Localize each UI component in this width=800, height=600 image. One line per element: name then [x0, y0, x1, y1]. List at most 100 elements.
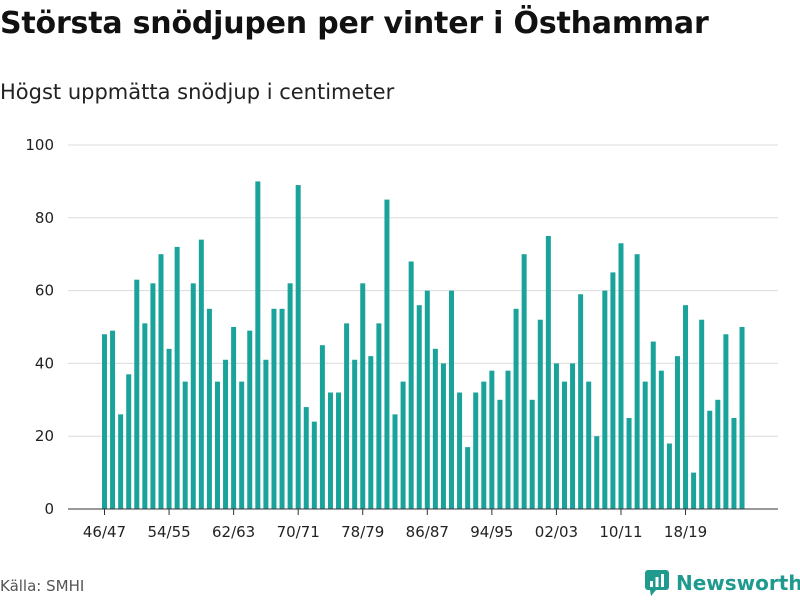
bar	[521, 254, 527, 509]
bar	[416, 305, 422, 509]
x-tick-label: 10/11	[599, 523, 642, 541]
bar	[602, 290, 608, 509]
gridlines	[68, 144, 778, 437]
bar	[352, 359, 358, 509]
bar	[110, 330, 116, 509]
bar	[336, 392, 342, 509]
newsworthy-logo-icon	[645, 570, 669, 596]
bar	[255, 181, 261, 509]
bar	[537, 319, 543, 509]
bar	[344, 323, 350, 509]
bar	[586, 381, 592, 509]
bar	[481, 381, 487, 509]
bar	[674, 356, 680, 509]
bar	[513, 308, 519, 509]
y-tick-label: 100	[25, 136, 54, 154]
bar	[465, 447, 471, 509]
bars	[102, 181, 745, 510]
source-note: Källa: SMHI	[0, 577, 85, 595]
bar	[610, 272, 616, 509]
bar	[166, 348, 172, 509]
x-tick-label: 70/71	[277, 523, 320, 541]
bar	[239, 381, 245, 509]
x-tick-label: 78/79	[341, 523, 384, 541]
bar	[118, 414, 124, 509]
x-tick-label: 62/63	[212, 523, 255, 541]
x-tick-label: 94/95	[470, 523, 513, 541]
bar	[360, 283, 366, 509]
bar	[295, 185, 301, 510]
bar	[634, 254, 640, 509]
bar	[142, 323, 148, 509]
bar	[408, 261, 414, 509]
bar	[223, 359, 229, 509]
bar	[683, 305, 689, 509]
bar	[666, 443, 672, 509]
bar	[699, 319, 705, 509]
bar	[182, 381, 188, 509]
y-tick-label: 0	[44, 500, 54, 518]
bar	[489, 370, 495, 509]
bar	[715, 399, 721, 509]
bar	[424, 290, 430, 509]
bar	[731, 418, 737, 509]
bar	[658, 370, 664, 509]
bar	[126, 374, 132, 509]
bar	[691, 472, 697, 509]
bar	[400, 381, 406, 509]
bar	[247, 330, 253, 509]
bar	[174, 246, 180, 510]
bar	[449, 290, 455, 509]
bar	[279, 308, 285, 509]
bar	[319, 345, 325, 509]
chart-title: Största snödjupen per vinter i Östhammar	[0, 6, 709, 41]
bar	[158, 254, 164, 509]
x-tick-label: 46/47	[83, 523, 126, 541]
bar	[618, 243, 624, 509]
bar	[440, 363, 446, 509]
bar	[271, 308, 277, 509]
x-tick-label: 02/03	[535, 523, 578, 541]
bar	[384, 199, 390, 509]
bar	[368, 356, 374, 509]
brand-logo: Newsworthy	[644, 569, 800, 597]
x-tick-label: 86/87	[406, 523, 449, 541]
bar	[497, 399, 503, 509]
bar	[707, 410, 713, 509]
brand-name: Newsworthy	[676, 571, 800, 595]
bar	[432, 348, 438, 509]
y-tick-label: 20	[35, 427, 54, 445]
bar	[303, 407, 309, 509]
bar	[570, 363, 576, 509]
bar	[206, 308, 212, 509]
bar	[376, 323, 382, 509]
bar	[505, 370, 511, 509]
bar	[214, 381, 220, 509]
bar	[650, 341, 656, 509]
bar	[473, 392, 479, 509]
bar	[102, 334, 107, 509]
y-tick-label: 40	[35, 354, 54, 372]
bar	[545, 236, 551, 509]
bar	[723, 334, 729, 509]
bar	[134, 279, 140, 509]
bar	[626, 418, 632, 509]
bar	[150, 283, 156, 509]
bar	[327, 392, 333, 509]
y-tick-label: 80	[35, 209, 54, 227]
bar-chart: 0 20 40 60 80 100 46/47 54/55 62/63 70/71 78/79 86…	[25, 136, 778, 541]
bar	[311, 421, 317, 509]
y-axis-ticks: 0 20 40 60 80 100	[25, 136, 54, 518]
x-tick-label: 54/55	[147, 523, 190, 541]
bar	[642, 381, 648, 509]
x-tick-label: 18/19	[664, 523, 707, 541]
y-tick-label: 60	[35, 282, 54, 300]
bar	[190, 283, 196, 509]
bar	[231, 327, 237, 509]
x-axis-ticks: 46/47 54/55 62/63 70/71 78/79 86/87 94/95 02/03…	[83, 509, 707, 541]
bar	[392, 414, 398, 509]
bar	[561, 381, 567, 509]
bar	[198, 239, 204, 509]
bar	[739, 327, 745, 509]
bar	[578, 294, 584, 509]
